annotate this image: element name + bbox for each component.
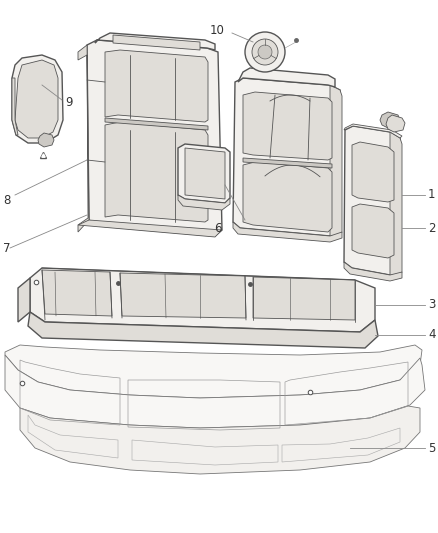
Circle shape xyxy=(258,45,272,59)
Polygon shape xyxy=(243,162,332,232)
Polygon shape xyxy=(233,222,342,242)
Circle shape xyxy=(252,39,278,65)
Polygon shape xyxy=(386,115,405,132)
Polygon shape xyxy=(87,40,222,236)
Polygon shape xyxy=(30,268,375,332)
Polygon shape xyxy=(28,312,378,348)
Text: 6: 6 xyxy=(214,222,222,235)
Polygon shape xyxy=(352,142,394,202)
Text: 4: 4 xyxy=(428,328,435,342)
Polygon shape xyxy=(105,122,208,222)
Polygon shape xyxy=(12,55,63,143)
Polygon shape xyxy=(105,50,208,122)
Text: 9: 9 xyxy=(65,96,73,109)
Polygon shape xyxy=(78,45,89,232)
Polygon shape xyxy=(178,195,230,210)
Text: 7: 7 xyxy=(3,241,11,254)
Text: 5: 5 xyxy=(428,441,435,455)
Polygon shape xyxy=(330,85,342,236)
Polygon shape xyxy=(352,204,394,258)
Polygon shape xyxy=(18,278,30,322)
Text: 1: 1 xyxy=(428,189,435,201)
Polygon shape xyxy=(42,270,112,316)
Polygon shape xyxy=(5,355,425,428)
Polygon shape xyxy=(344,126,400,275)
Polygon shape xyxy=(95,33,215,50)
Polygon shape xyxy=(344,124,402,138)
Polygon shape xyxy=(243,158,332,168)
Polygon shape xyxy=(78,220,222,237)
Polygon shape xyxy=(344,262,402,281)
Polygon shape xyxy=(233,78,340,236)
Polygon shape xyxy=(38,133,54,147)
Circle shape xyxy=(245,32,285,72)
Polygon shape xyxy=(12,78,18,135)
Polygon shape xyxy=(243,92,332,160)
Polygon shape xyxy=(15,60,58,138)
Polygon shape xyxy=(113,35,200,50)
Polygon shape xyxy=(185,148,225,199)
Text: 2: 2 xyxy=(428,222,435,235)
Polygon shape xyxy=(120,273,246,318)
Polygon shape xyxy=(238,68,335,87)
Polygon shape xyxy=(20,406,420,474)
Polygon shape xyxy=(178,144,230,203)
Polygon shape xyxy=(105,118,208,130)
Text: 8: 8 xyxy=(3,193,11,206)
Polygon shape xyxy=(390,132,402,276)
Text: 3: 3 xyxy=(428,298,435,311)
Text: 10: 10 xyxy=(210,23,225,36)
Polygon shape xyxy=(5,345,422,398)
Polygon shape xyxy=(253,277,355,320)
Polygon shape xyxy=(380,112,400,128)
